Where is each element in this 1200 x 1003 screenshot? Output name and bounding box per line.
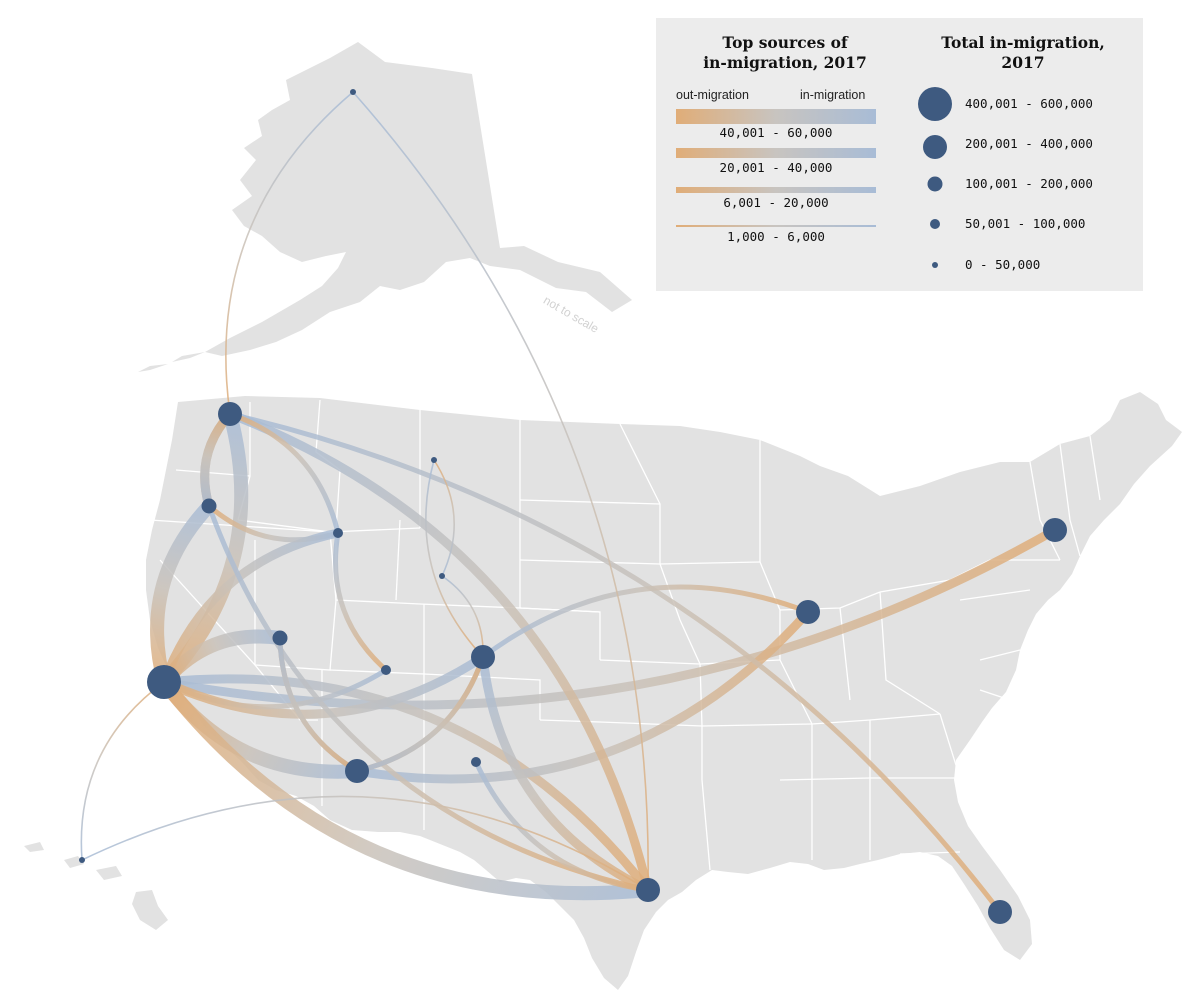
hawaii-shape (24, 842, 168, 930)
state-node (218, 402, 242, 426)
flows-legend-title: Top sources of in-migration, 2017 (703, 33, 867, 72)
flow-swatch-largest (676, 109, 876, 124)
state-node (471, 757, 481, 767)
state-node (636, 878, 660, 902)
flow-arc (206, 503, 651, 893)
state-node (350, 89, 356, 95)
circle-swatch-small (930, 219, 940, 229)
flow-swatch-large (676, 148, 876, 158)
circle-swatch-large (923, 135, 947, 159)
legend-panel: Top sources of in-migration, 2017 Total … (656, 18, 1143, 291)
flow-arc (80, 681, 165, 861)
flow-arc (480, 584, 811, 660)
state-node (381, 665, 391, 675)
flow-arc (227, 411, 1003, 915)
state-node (201, 498, 217, 514)
circle-range-label: 100,001 - 200,000 (965, 176, 1093, 191)
flow-arc (150, 499, 216, 689)
circle-range-label: 400,001 - 600,000 (965, 96, 1093, 111)
circle-swatch-largest (918, 87, 952, 121)
flow-arc (227, 411, 341, 536)
flow-range-label: 6,001 - 20,000 (723, 195, 829, 210)
flow-arc (277, 635, 360, 774)
state-node (796, 600, 820, 624)
circle-range-label: 50,001 - 100,000 (965, 216, 1086, 231)
flow-arc (206, 503, 341, 543)
flow-arc (159, 525, 1060, 710)
circle-range-label: 200,001 - 400,000 (965, 136, 1093, 151)
flow-arc (225, 91, 354, 415)
state-node (431, 457, 437, 463)
out-migration-label: out-migration (676, 88, 749, 102)
flow-arc (425, 459, 484, 658)
circle-swatch-medium (927, 176, 943, 192)
state-nodes (79, 89, 1067, 924)
state-node (147, 665, 181, 699)
flow-arc (433, 459, 455, 577)
state-node (79, 857, 85, 863)
flow-arc (225, 409, 653, 895)
flow-arc (352, 91, 649, 891)
flow-arc (81, 795, 649, 891)
flow-arc (161, 667, 389, 710)
legend-graphics (676, 87, 952, 268)
state-node (272, 630, 288, 646)
flow-arc (157, 675, 655, 901)
circle-swatch-smallest (932, 262, 938, 268)
flow-arc (473, 759, 651, 893)
flow-arcs (80, 91, 1060, 915)
land (24, 42, 1182, 990)
contiguous-us-shape (146, 392, 1182, 990)
flow-arc (333, 530, 389, 673)
flow-arc (159, 674, 653, 895)
state-node (333, 528, 343, 538)
flow-arc (354, 654, 486, 774)
total-legend-title: Total in-migration, 2017 (941, 33, 1105, 72)
flow-range-label: 1,000 - 6,000 (727, 229, 825, 244)
alaska-shape (205, 42, 632, 356)
flow-range-label: 40,001 - 60,000 (719, 125, 833, 140)
state-node (345, 759, 369, 783)
state-node (988, 900, 1012, 924)
circle-range-label: 0 - 50,000 (965, 257, 1041, 272)
state-node (471, 645, 495, 669)
flow-swatch-medium (676, 187, 876, 193)
state-node (439, 573, 445, 579)
state-node (1043, 518, 1067, 542)
flow-range-label: 20,001 - 40,000 (719, 160, 833, 175)
in-migration-label: in-migration (800, 88, 866, 102)
flow-swatch-small (676, 225, 876, 227)
